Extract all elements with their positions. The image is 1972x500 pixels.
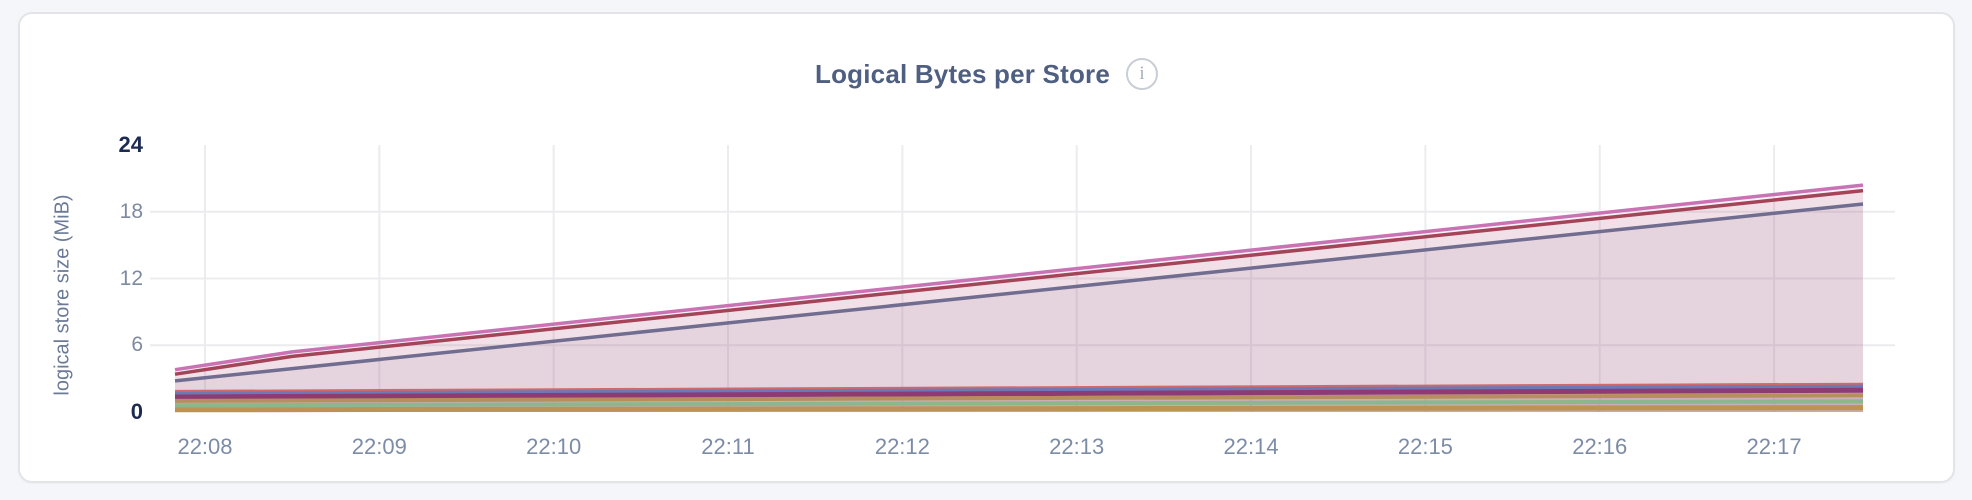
series-slate-line [174, 202, 1864, 383]
series-pink-line [174, 183, 1864, 372]
series-pink-area [175, 185, 1863, 412]
x-axis-tick: 22:17 [1746, 434, 1802, 459]
x-axis-tick: 22:11 [701, 434, 755, 459]
y-axis-tick: 6 [131, 333, 143, 357]
series-gold-line [174, 405, 1864, 413]
x-axis-tick: 22:16 [1572, 434, 1628, 459]
x-axis-tick: 22:15 [1397, 434, 1453, 459]
series-magenta-line [174, 387, 1864, 400]
y-axis-tick: 18 [119, 199, 143, 223]
series-blue-line [174, 384, 1864, 396]
series-green-line [174, 399, 1864, 408]
y-axis-tick: 24 [118, 132, 143, 157]
x-axis-tick: 22:08 [177, 434, 233, 459]
y-axis-tick: 0 [130, 399, 143, 424]
x-axis-tick: 22:14 [1223, 434, 1279, 459]
x-axis-tick: 22:12 [874, 434, 930, 459]
x-axis-tick: 22:10 [526, 434, 582, 459]
info-icon[interactable]: i [1126, 58, 1159, 90]
chart-header: Logical Bytes per Store i [18, 56, 1955, 92]
chart-title: Logical Bytes per Store [814, 58, 1111, 89]
series-salmon-line [174, 382, 1864, 393]
series-slate-area [175, 204, 1863, 412]
x-axis-tick: 22:09 [351, 434, 407, 459]
series-tan-line [174, 393, 1864, 403]
x-axis-tick: 22:13 [1049, 434, 1105, 459]
y-axis-tick: 12 [119, 266, 143, 290]
series-maroon-line [174, 188, 1864, 376]
series-maroon-area [175, 190, 1863, 412]
